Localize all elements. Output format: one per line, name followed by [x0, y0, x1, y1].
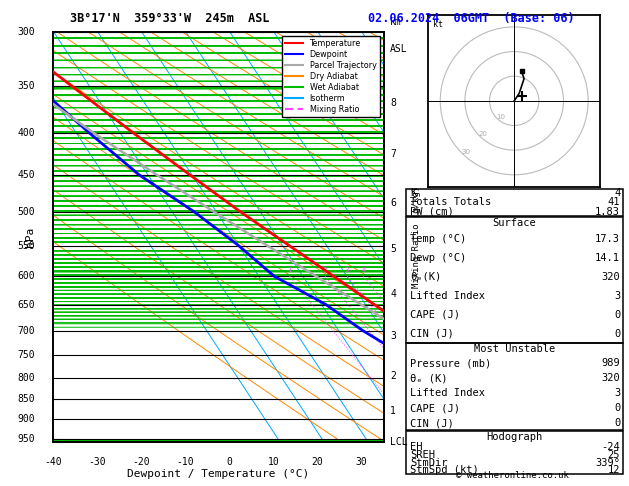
- Text: 800: 800: [18, 373, 35, 383]
- Text: K: K: [410, 188, 416, 198]
- Legend: Temperature, Dewpoint, Parcel Trajectory, Dry Adiabat, Wet Adiabat, Isotherm, Mi: Temperature, Dewpoint, Parcel Trajectory…: [282, 35, 380, 117]
- Text: 350: 350: [18, 81, 35, 91]
- Text: 0: 0: [614, 418, 620, 428]
- Text: 2: 2: [391, 371, 396, 381]
- Text: Most Unstable: Most Unstable: [474, 345, 555, 354]
- Text: 0: 0: [226, 457, 233, 467]
- Text: km: km: [391, 17, 402, 28]
- Text: 4: 4: [361, 267, 365, 273]
- Text: CIN (J): CIN (J): [410, 329, 454, 339]
- Text: 12: 12: [608, 466, 620, 475]
- Text: 6: 6: [391, 198, 396, 208]
- Text: 02.06.2024  06GMT  (Base: 06): 02.06.2024 06GMT (Base: 06): [369, 12, 575, 25]
- Text: 1: 1: [391, 406, 396, 416]
- Text: 450: 450: [18, 170, 35, 180]
- Text: 700: 700: [18, 326, 35, 336]
- Text: 989: 989: [601, 358, 620, 368]
- Text: Temp (°C): Temp (°C): [410, 234, 466, 244]
- Text: ASL: ASL: [391, 44, 408, 54]
- Text: 14.1: 14.1: [595, 253, 620, 263]
- Text: 20: 20: [479, 131, 487, 138]
- Text: 400: 400: [18, 128, 35, 138]
- Text: 5: 5: [391, 244, 396, 255]
- Text: 0: 0: [614, 310, 620, 320]
- Text: -20: -20: [133, 457, 150, 467]
- Text: 900: 900: [18, 415, 35, 424]
- Text: 650: 650: [18, 299, 35, 310]
- Text: © weatheronline.co.uk: © weatheronline.co.uk: [456, 471, 569, 480]
- Text: PW (cm): PW (cm): [410, 207, 454, 217]
- Text: -24: -24: [601, 442, 620, 452]
- Text: Dewp (°C): Dewp (°C): [410, 253, 466, 263]
- Text: Surface: Surface: [493, 218, 536, 228]
- Text: 750: 750: [18, 350, 35, 360]
- Text: θₑ(K): θₑ(K): [410, 272, 442, 282]
- Text: 10: 10: [268, 457, 279, 467]
- Text: 0: 0: [614, 329, 620, 339]
- Text: EH: EH: [410, 442, 423, 452]
- Text: 500: 500: [18, 207, 35, 217]
- Text: 3: 3: [614, 291, 620, 301]
- Text: 3B°17'N  359°33'W  245m  ASL: 3B°17'N 359°33'W 245m ASL: [70, 12, 270, 25]
- Text: StmSpd (kt): StmSpd (kt): [410, 466, 479, 475]
- Text: Totals Totals: Totals Totals: [410, 197, 491, 208]
- Text: 300: 300: [18, 27, 35, 36]
- Text: CAPE (J): CAPE (J): [410, 310, 460, 320]
- Text: LCL: LCL: [391, 436, 408, 447]
- Text: 8: 8: [391, 98, 396, 108]
- Text: 339°: 339°: [595, 458, 620, 468]
- Text: 3: 3: [345, 267, 350, 273]
- Text: 17.3: 17.3: [595, 234, 620, 244]
- Text: 2: 2: [323, 267, 327, 273]
- Text: Dewpoint / Temperature (°C): Dewpoint / Temperature (°C): [128, 469, 309, 479]
- Text: 30: 30: [461, 149, 470, 155]
- Text: 4: 4: [391, 289, 396, 298]
- Text: -30: -30: [89, 457, 106, 467]
- Text: 1: 1: [287, 267, 292, 273]
- Text: -10: -10: [177, 457, 194, 467]
- Text: CAPE (J): CAPE (J): [410, 403, 460, 413]
- Text: 320: 320: [601, 373, 620, 383]
- Text: Lifted Index: Lifted Index: [410, 291, 485, 301]
- Text: θₑ (K): θₑ (K): [410, 373, 448, 383]
- Text: kt: kt: [433, 20, 443, 29]
- Text: Mixing Ratio (g/kg): Mixing Ratio (g/kg): [412, 186, 421, 288]
- Text: 3: 3: [391, 331, 396, 341]
- Text: 7: 7: [391, 149, 396, 159]
- Text: 10: 10: [496, 114, 506, 120]
- Text: -40: -40: [45, 457, 62, 467]
- Text: 25: 25: [608, 450, 620, 460]
- Text: SREH: SREH: [410, 450, 435, 460]
- Text: 550: 550: [18, 241, 35, 251]
- Text: 30: 30: [356, 457, 367, 467]
- Text: Hodograph: Hodograph: [486, 432, 542, 442]
- Text: 3: 3: [614, 388, 620, 398]
- Text: 600: 600: [18, 271, 35, 281]
- Text: Pressure (mb): Pressure (mb): [410, 358, 491, 368]
- Text: 41: 41: [608, 197, 620, 208]
- Text: hPa: hPa: [25, 227, 35, 247]
- Text: 850: 850: [18, 394, 35, 404]
- Text: 0: 0: [614, 403, 620, 413]
- Text: Lifted Index: Lifted Index: [410, 388, 485, 398]
- Text: 4: 4: [614, 188, 620, 198]
- Text: 1.83: 1.83: [595, 207, 620, 217]
- Text: CIN (J): CIN (J): [410, 418, 454, 428]
- Text: 20: 20: [312, 457, 323, 467]
- Text: 950: 950: [18, 434, 35, 444]
- Text: StmDir: StmDir: [410, 458, 448, 468]
- Text: 320: 320: [601, 272, 620, 282]
